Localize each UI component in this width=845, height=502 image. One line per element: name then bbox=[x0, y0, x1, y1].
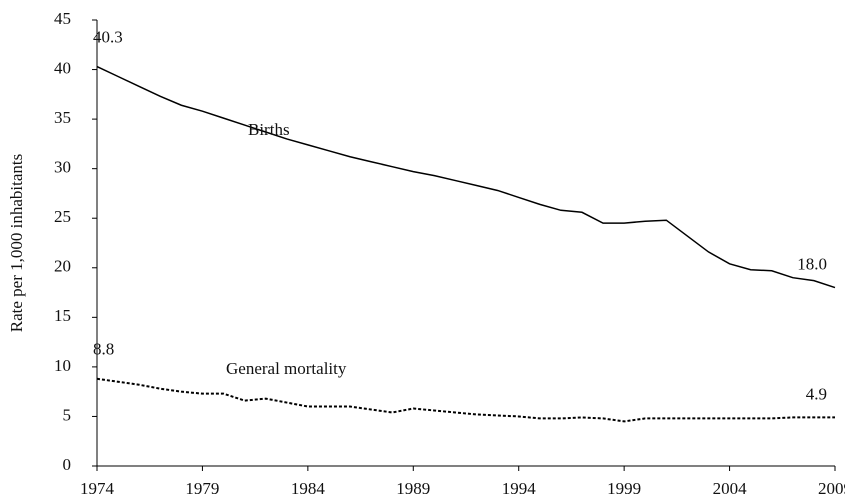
y-tick-label: 0 bbox=[63, 455, 72, 474]
y-tick-label: 20 bbox=[54, 257, 71, 276]
value-label: 8.8 bbox=[93, 340, 114, 359]
x-tick-label: 2009 bbox=[818, 479, 845, 498]
y-tick-label: 15 bbox=[54, 306, 71, 325]
value-label: 4.9 bbox=[806, 384, 827, 403]
y-tick-label: 5 bbox=[63, 405, 72, 424]
x-tick-label: 1984 bbox=[291, 479, 326, 498]
y-tick-label: 25 bbox=[54, 207, 71, 226]
x-tick-label: 1979 bbox=[185, 479, 219, 498]
value-label: 40.3 bbox=[93, 27, 123, 46]
series-line bbox=[96, 65, 836, 289]
series-name: Births bbox=[248, 120, 290, 139]
series-line bbox=[96, 377, 835, 423]
y-tick-label: 40 bbox=[54, 58, 71, 77]
y-tick-label: 10 bbox=[54, 356, 71, 375]
x-tick-label: 2004 bbox=[713, 479, 748, 498]
y-tick-label: 30 bbox=[54, 158, 71, 177]
value-label: 18.0 bbox=[797, 255, 827, 274]
y-axis-label: Rate per 1,000 inhabitants bbox=[7, 154, 26, 332]
x-tick-label: 1974 bbox=[80, 479, 115, 498]
x-tick-label: 1989 bbox=[396, 479, 430, 498]
series-name: General mortality bbox=[226, 359, 347, 378]
y-tick-label: 35 bbox=[54, 108, 71, 127]
x-tick-label: 1994 bbox=[502, 479, 537, 498]
y-tick-label: 45 bbox=[54, 9, 71, 28]
x-tick-label: 1999 bbox=[607, 479, 641, 498]
